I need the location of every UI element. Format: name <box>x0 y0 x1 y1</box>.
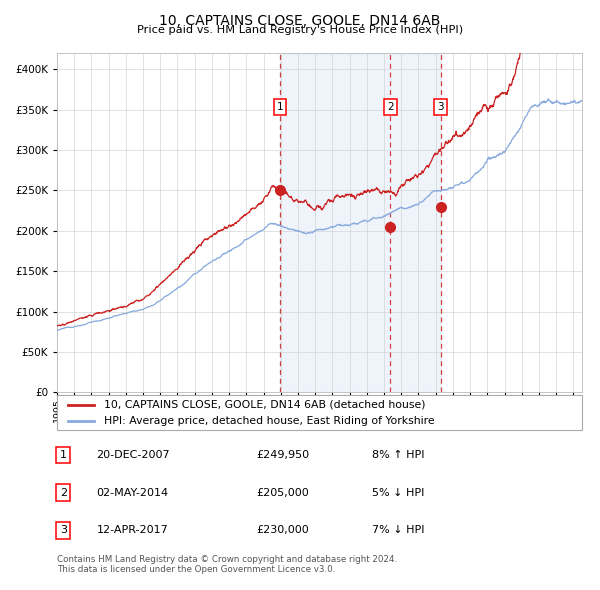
Text: 1: 1 <box>60 450 67 460</box>
Text: £230,000: £230,000 <box>257 526 309 535</box>
Text: Price paid vs. HM Land Registry's House Price Index (HPI): Price paid vs. HM Land Registry's House … <box>137 25 463 35</box>
Text: £205,000: £205,000 <box>257 488 309 497</box>
Text: 12-APR-2017: 12-APR-2017 <box>97 526 168 535</box>
Text: 2: 2 <box>387 103 394 112</box>
Text: 3: 3 <box>60 526 67 535</box>
Text: 10, CAPTAINS CLOSE, GOOLE, DN14 6AB (detached house): 10, CAPTAINS CLOSE, GOOLE, DN14 6AB (det… <box>104 400 426 410</box>
Text: 2: 2 <box>60 488 67 497</box>
Text: 20-DEC-2007: 20-DEC-2007 <box>97 450 170 460</box>
Text: 3: 3 <box>437 103 444 112</box>
Text: 5% ↓ HPI: 5% ↓ HPI <box>372 488 424 497</box>
FancyBboxPatch shape <box>57 395 582 430</box>
Text: 1: 1 <box>277 103 284 112</box>
Text: 8% ↑ HPI: 8% ↑ HPI <box>372 450 425 460</box>
Text: 7% ↓ HPI: 7% ↓ HPI <box>372 526 425 535</box>
Text: 10, CAPTAINS CLOSE, GOOLE, DN14 6AB: 10, CAPTAINS CLOSE, GOOLE, DN14 6AB <box>160 14 440 28</box>
Bar <box>280 53 440 392</box>
Text: £249,950: £249,950 <box>257 450 310 460</box>
Text: Contains HM Land Registry data © Crown copyright and database right 2024.
This d: Contains HM Land Registry data © Crown c… <box>57 555 397 574</box>
Text: HPI: Average price, detached house, East Riding of Yorkshire: HPI: Average price, detached house, East… <box>104 416 435 426</box>
Text: 02-MAY-2014: 02-MAY-2014 <box>97 488 169 497</box>
